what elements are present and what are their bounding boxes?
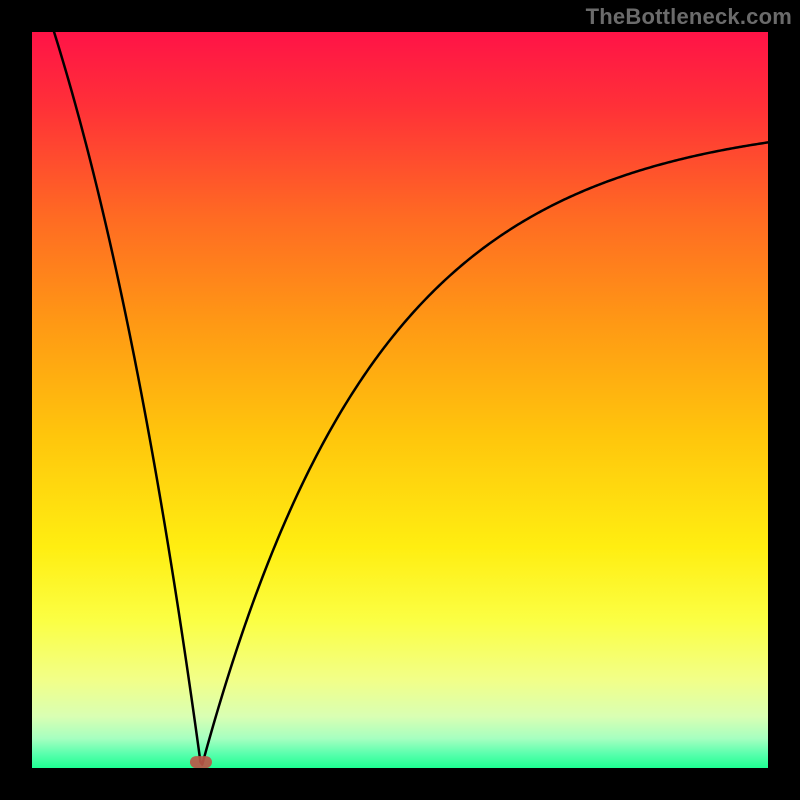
- watermark-text: TheBottleneck.com: [586, 4, 792, 30]
- plot-area: [32, 32, 768, 768]
- optimal-marker: [190, 756, 212, 768]
- curve-layer: [32, 32, 768, 768]
- bottleneck-curve: [54, 32, 768, 765]
- chart-container: TheBottleneck.com: [0, 0, 800, 800]
